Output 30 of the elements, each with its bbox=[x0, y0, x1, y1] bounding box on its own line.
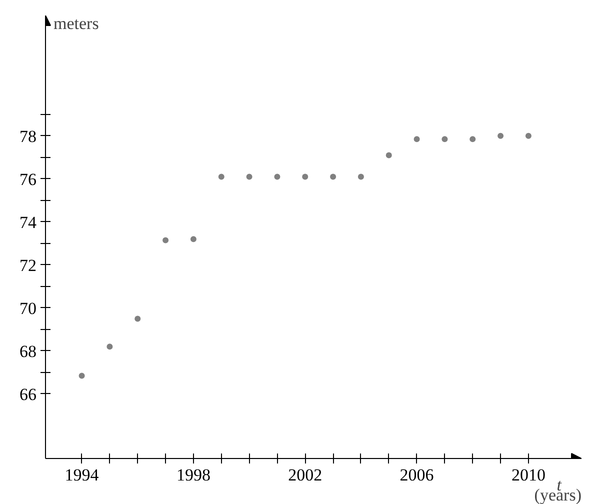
y-tick-label: 74 bbox=[20, 212, 37, 232]
x-tick-label: 2010 bbox=[511, 466, 546, 484]
point bbox=[78, 372, 85, 379]
point bbox=[246, 174, 252, 180]
y-tick-label: 68 bbox=[20, 342, 36, 361]
point bbox=[525, 132, 532, 139]
point bbox=[358, 174, 364, 180]
point bbox=[330, 174, 336, 180]
y-tick-label: 66 bbox=[20, 384, 36, 404]
x-tick-label: 1994 bbox=[64, 466, 100, 484]
x-tick-label: 1998 bbox=[176, 466, 210, 484]
y-axis-title: meters bbox=[54, 14, 99, 33]
point bbox=[470, 136, 476, 142]
point bbox=[442, 136, 448, 142]
point bbox=[386, 152, 392, 158]
point bbox=[106, 344, 113, 350]
point bbox=[498, 132, 504, 139]
point bbox=[162, 237, 169, 244]
point bbox=[274, 174, 280, 180]
x-tick-label: 2006 bbox=[400, 466, 434, 484]
point bbox=[134, 316, 141, 322]
y-tick-label: 78 bbox=[20, 126, 36, 146]
point bbox=[302, 174, 308, 180]
point bbox=[414, 136, 420, 142]
point bbox=[218, 174, 224, 180]
y-tick-label: 76 bbox=[20, 170, 36, 189]
point bbox=[190, 236, 196, 242]
x-tick-label: 2002 bbox=[288, 466, 322, 484]
y-tick-label: 70 bbox=[20, 298, 36, 318]
y-tick-label: 72 bbox=[20, 256, 36, 275]
